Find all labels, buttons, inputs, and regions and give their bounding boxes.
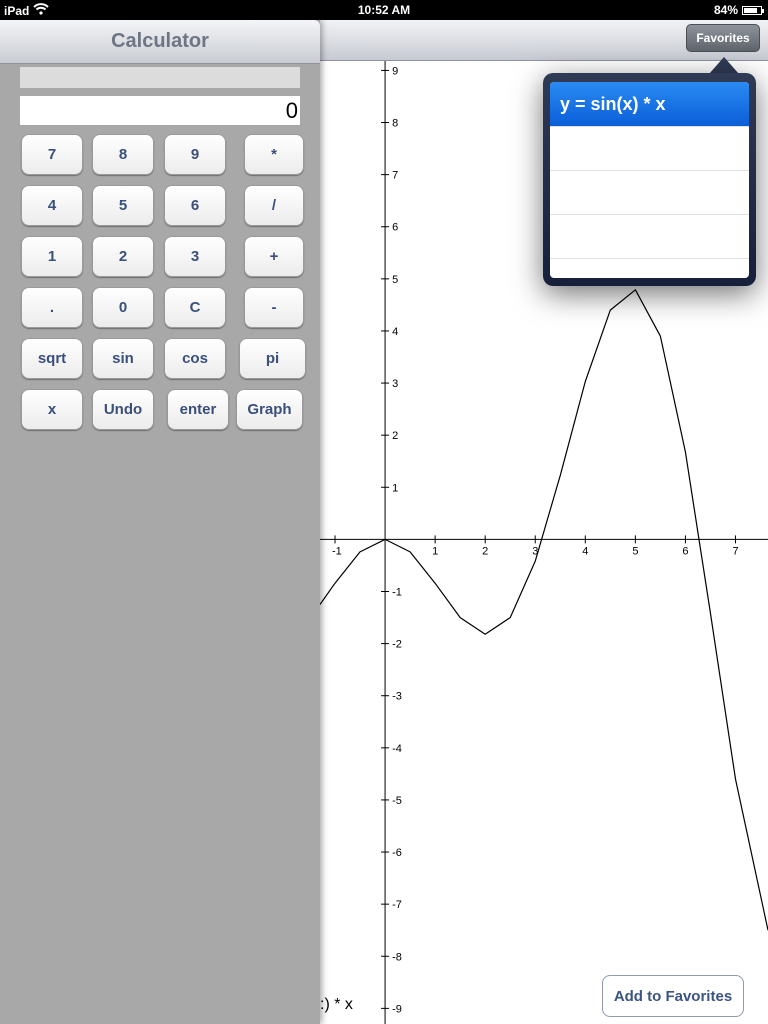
favorites-list-item[interactable]: y = sin(x) * x [550, 82, 749, 127]
wifi-icon [33, 3, 50, 18]
battery-percent: 84% [713, 3, 738, 17]
y-tick-label: 9 [392, 65, 398, 77]
x-tick-label: 2 [482, 545, 488, 557]
y-tick-label: 2 [392, 430, 398, 442]
favorites-list-item[interactable] [550, 215, 749, 259]
program-description-field [20, 67, 300, 88]
y-tick-label: 5 [392, 274, 398, 286]
undo-button[interactable]: Undo [92, 389, 154, 430]
digit-1-button[interactable]: 1 [21, 236, 83, 277]
digit-7-button[interactable]: 7 [21, 134, 83, 175]
x-tick-label: 7 [732, 545, 738, 557]
favorites-list-item[interactable] [550, 171, 749, 215]
favorites-popover: y = sin(x) * x [543, 73, 756, 286]
y-tick-label: 1 [392, 482, 398, 494]
x-tick-label: 1 [432, 545, 438, 557]
expression-label: :) * x [320, 996, 353, 1013]
graph-toolbar: Favorites [320, 20, 768, 61]
favorites-list-item[interactable] [550, 127, 749, 171]
y-tick-label: -5 [392, 795, 402, 807]
digit-5-button[interactable]: 5 [92, 185, 154, 226]
device-label: iPad [4, 3, 30, 18]
y-tick-label: 8 [392, 118, 398, 130]
graph-button[interactable]: Graph [236, 389, 303, 430]
digit-9-button[interactable]: 9 [164, 134, 226, 175]
clear-button[interactable]: C [164, 287, 226, 328]
calculator-panel: Calculator 0 7 8 9 * 4 5 6 / 1 2 3 + . 0… [0, 20, 320, 1024]
add-to-favorites-button[interactable]: Add to Favorites [602, 975, 744, 1017]
digit-2-button[interactable]: 2 [92, 236, 154, 277]
digit-8-button[interactable]: 8 [92, 134, 154, 175]
graph-view[interactable]: -1 1 2 3 4 5 6 7 -9 -8 -7 -6 -5 -4 -3 -2 -1 1 2 3 4 5 6 7 8 9 [320, 60, 768, 1024]
battery-icon [742, 5, 764, 15]
function-curve [320, 289, 768, 931]
y-tick-label: -4 [392, 743, 402, 755]
graph-canvas: -1 1 2 3 4 5 6 7 -9 -8 -7 -6 -5 -4 -3 -2 -1 1 2 3 4 5 6 7 8 9 [320, 60, 768, 1024]
y-tick-label: -2 [392, 639, 402, 651]
calculator-title: Calculator [111, 30, 209, 52]
calculator-display: 0 [20, 96, 300, 125]
decimal-point-button[interactable]: . [21, 287, 83, 328]
calculator-header: Calculator [0, 20, 320, 64]
y-tick-label: -1 [392, 587, 402, 599]
digit-4-button[interactable]: 4 [21, 185, 83, 226]
x-tick-label: 3 [532, 545, 538, 557]
variable-x-button[interactable]: x [21, 389, 83, 430]
y-tick-label: -8 [392, 951, 402, 963]
favorites-button[interactable]: Favorites [686, 24, 760, 52]
sin-button[interactable]: sin [92, 338, 154, 379]
status-bar: iPad 10:52 AM 84% [0, 0, 768, 20]
enter-button[interactable]: enter [167, 389, 229, 430]
y-tick-label: 3 [392, 378, 398, 390]
y-tick-label: -7 [392, 899, 402, 911]
divide-button[interactable]: / [244, 185, 304, 226]
cos-button[interactable]: cos [164, 338, 226, 379]
popover-arrow [709, 57, 739, 74]
y-tick-label: 7 [392, 170, 398, 182]
y-tick-label: 4 [392, 326, 398, 338]
x-tick-label: 6 [682, 545, 688, 557]
status-time: 10:52 AM [357, 3, 411, 17]
pi-button[interactable]: pi [239, 338, 306, 379]
digit-0-button[interactable]: 0 [92, 287, 154, 328]
x-tick-label: 5 [632, 545, 638, 557]
y-tick-label: -3 [392, 691, 402, 703]
sqrt-button[interactable]: sqrt [21, 338, 83, 379]
x-tick-label: 4 [582, 545, 588, 557]
digit-3-button[interactable]: 3 [164, 236, 226, 277]
y-tick-label: -6 [392, 847, 402, 859]
favorites-list: y = sin(x) * x [550, 82, 749, 278]
digit-6-button[interactable]: 6 [164, 185, 226, 226]
y-tick-label: -9 [392, 1003, 402, 1015]
x-tick-label: -1 [332, 545, 342, 557]
multiply-button[interactable]: * [244, 134, 304, 175]
plus-button[interactable]: + [244, 236, 304, 277]
minus-button[interactable]: - [244, 287, 304, 328]
y-tick-label: 6 [392, 222, 398, 234]
